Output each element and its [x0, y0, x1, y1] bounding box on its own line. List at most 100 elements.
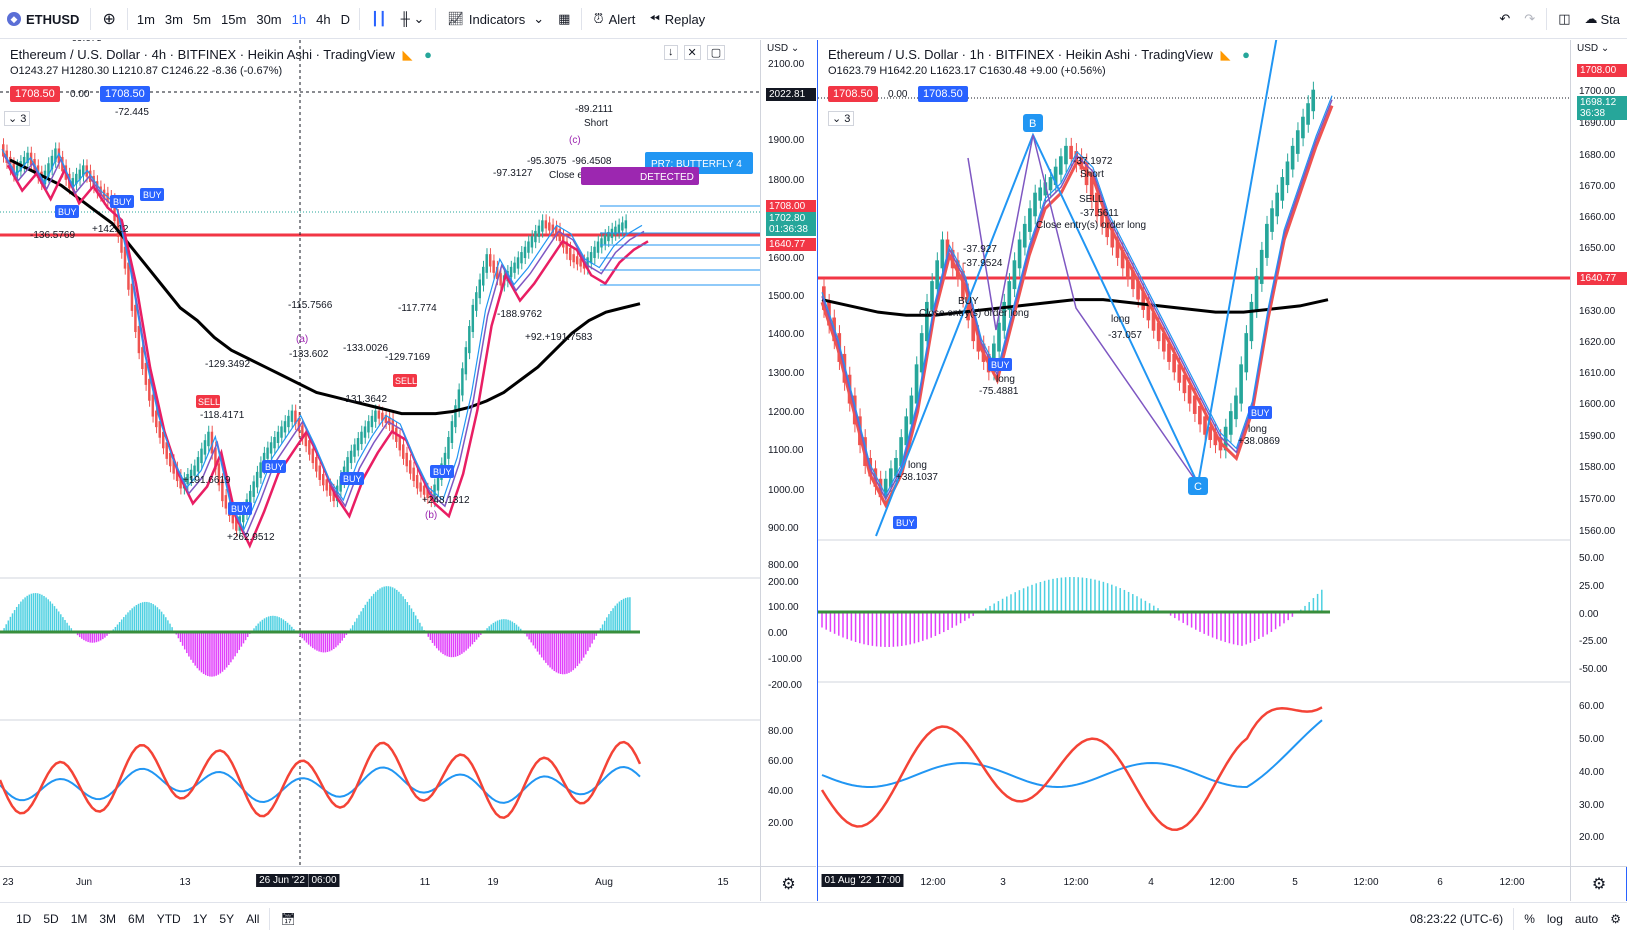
right-annotation: -37.927: [963, 244, 997, 255]
range-5d[interactable]: 5D: [43, 912, 59, 926]
left-candle: [422, 485, 426, 495]
left-annotation: -117.774: [398, 303, 437, 314]
interval-1h[interactable]: 1h: [291, 11, 307, 27]
right-price-tick: 1680.00: [1579, 150, 1616, 161]
left-candle: [457, 389, 461, 412]
right-candle: [1249, 301, 1254, 342]
right-candle: [1033, 192, 1037, 217]
left-candle: [276, 431, 280, 443]
right-candle: [1048, 177, 1053, 191]
range-1d[interactable]: 1D: [16, 912, 32, 926]
right-settings-button[interactable]: ⚙︎: [1570, 866, 1627, 901]
interval-5m[interactable]: 5m: [192, 11, 212, 27]
right-bid-badge[interactable]: 1708.50: [828, 86, 878, 102]
compare-symbol-button[interactable]: ⊕: [95, 0, 122, 38]
range-ytd[interactable]: YTD: [156, 912, 181, 926]
interval-30m[interactable]: 30m: [256, 11, 282, 27]
right-time-tick: 01 Aug '22: [821, 874, 875, 887]
left-rsi-red-line: [0, 740, 642, 820]
layout-button[interactable]: ◫: [1551, 0, 1577, 38]
right-ask-badge[interactable]: 1708.50: [918, 86, 968, 102]
axis-settings-button[interactable]: ⚙︎: [1604, 912, 1627, 926]
cloud-save-button[interactable]: ☁︎ Sta: [1577, 0, 1627, 38]
right-candle: [919, 333, 924, 373]
right-currency-label[interactable]: USD ⌄: [1577, 43, 1610, 54]
indicators-button[interactable]: 📈︎ Indicators ⌄: [440, 0, 551, 38]
left-candle: [71, 178, 75, 189]
left-candle: [436, 473, 440, 491]
left-sell-marker: [196, 395, 220, 408]
left-candle: [50, 155, 54, 170]
left-candle: [165, 442, 168, 459]
left-candle: [388, 416, 391, 426]
interval-D[interactable]: D: [340, 11, 350, 27]
left-candle: [544, 220, 548, 229]
left-candle: [280, 426, 283, 438]
interval-1m[interactable]: 1m: [136, 11, 155, 27]
left-ask-badge[interactable]: 1708.50: [100, 86, 150, 102]
range-3m[interactable]: 3M: [99, 912, 117, 926]
close-icon[interactable]: ✕: [683, 45, 701, 60]
right-candle: [888, 468, 893, 487]
left-indicator-toggle[interactable]: ⌄ 3: [4, 111, 31, 126]
right-chart-pane[interactable]: B C -37.1972 Short SELL -37.5611 Close entry(s…: [817, 40, 1627, 901]
left-bid-badge[interactable]: 1708.50: [10, 86, 60, 102]
left-candle: [488, 254, 492, 267]
right-indicator-toggle[interactable]: ⌄ 3: [828, 111, 855, 126]
right-price-axis[interactable]: USD ⌄ 1700.00 1690.00 1680.00 1670.00 1660.0…: [1570, 40, 1627, 866]
right-point-marker: [1023, 114, 1043, 132]
right-candle: [1270, 208, 1274, 232]
flag-icon: ◣: [1220, 47, 1231, 62]
range-all[interactable]: All: [246, 912, 260, 926]
left-candle: [301, 425, 304, 439]
interval-3m[interactable]: 3m: [164, 11, 183, 27]
percent-toggle[interactable]: %: [1524, 912, 1535, 926]
left-settings-button[interactable]: ⚙︎: [760, 866, 816, 901]
clock[interactable]: 08:23:22 (UTC-6): [1409, 912, 1504, 926]
bar-style-button[interactable]: ┃┃: [364, 0, 394, 38]
left-time-tick: 11: [419, 877, 431, 888]
interval-4h[interactable]: 4h: [316, 11, 331, 27]
left-annotation: -72.445: [115, 107, 149, 118]
left-candle: [322, 473, 325, 486]
left-chart-pane[interactable]: -89.2111 Short (c) (a) (b) -97.3127 -95.3075 -9…: [0, 40, 816, 901]
chart-type-button[interactable]: ╫ ⌄: [394, 0, 432, 38]
alert-button[interactable]: ⏰︎ Alert: [586, 0, 642, 38]
right-candle: [1177, 364, 1182, 383]
left-candle: [408, 460, 412, 474]
range-1m[interactable]: 1M: [70, 912, 88, 926]
left-candle: [450, 421, 454, 443]
left-candle: [269, 442, 273, 454]
right-candle: [1244, 333, 1249, 373]
range-6m[interactable]: 6M: [128, 912, 145, 926]
right-time-axis[interactable]: 01 Aug '22 17:00 12:00 3 12:00 4 12:00 5 12:00 6 1…: [818, 866, 1570, 901]
templates-button[interactable]: ▦: [551, 0, 577, 38]
left-currency-label[interactable]: USD ⌄: [767, 43, 800, 54]
maximize-icon[interactable]: ▢: [706, 45, 726, 60]
right-buy-label: BUY: [1251, 408, 1270, 418]
right-candle: [1182, 374, 1187, 394]
date-range-button[interactable]: 📅︎: [274, 912, 301, 926]
symbol-label: ETHUSD: [26, 11, 80, 27]
undo-button[interactable]: ↶: [1492, 0, 1517, 38]
symbol-search[interactable]: ◆ ETHUSD: [0, 0, 86, 38]
left-price-axis[interactable]: USD ⌄ 2100.002022.811900.001800.001700.0…: [760, 40, 816, 866]
left-candle: [398, 435, 401, 451]
left-candle: [617, 224, 621, 233]
left-chart-canvas[interactable]: -89.2111 Short(c) (a) (b) -97.3127-95.3075 -9…: [0, 40, 760, 866]
right-price-tick: 1630.00: [1579, 306, 1616, 317]
arrow-down-icon[interactable]: ↓: [664, 45, 678, 60]
redo-button[interactable]: ↷: [1517, 0, 1542, 38]
range-1y[interactable]: 1Y: [192, 912, 208, 926]
range-5y[interactable]: 5Y: [219, 912, 235, 926]
right-annotation: SELL: [1079, 194, 1104, 205]
auto-toggle[interactable]: auto: [1574, 912, 1599, 926]
replay-button[interactable]: ⏪︎ Replay: [642, 0, 712, 38]
left-time-axis[interactable]: 23 Jun 13 26 Jun '22 06:00 11 19 Aug 15: [0, 866, 760, 901]
left-buy-label: BUY: [143, 190, 162, 200]
left-candle: [203, 440, 207, 455]
log-toggle[interactable]: log: [1546, 912, 1563, 926]
interval-15m[interactable]: 15m: [221, 11, 247, 27]
bottom-toolbar: 1D 5D 1M 3M 6M YTD 1Y 5Y All 📅︎ 08:23:22 (UTC-6)…: [0, 902, 1627, 935]
